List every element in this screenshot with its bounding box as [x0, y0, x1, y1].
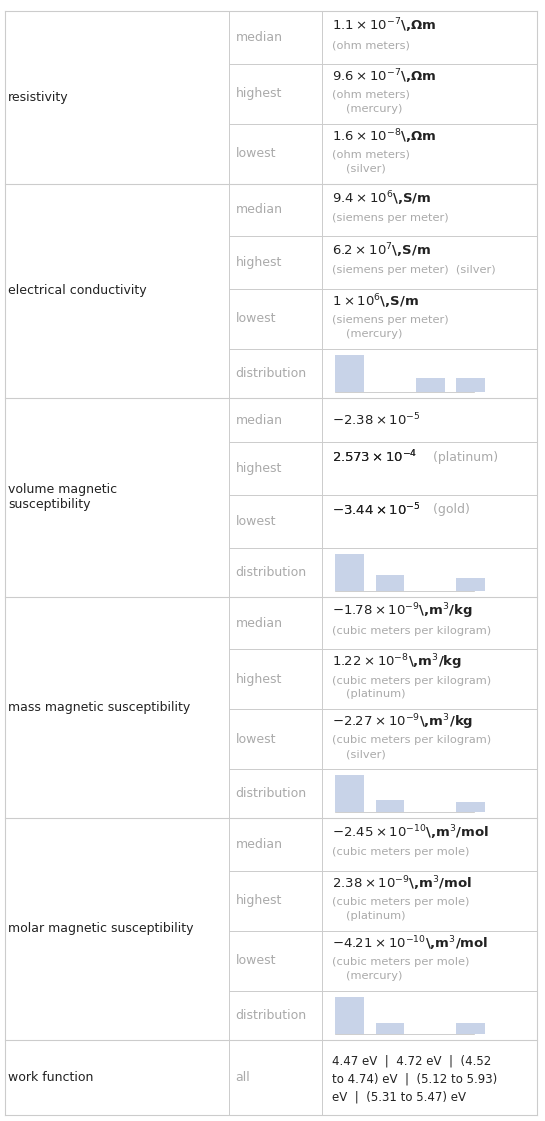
Text: $-2.45\times10^{-10}$\,m$^3$/mol: $-2.45\times10^{-10}$\,m$^3$/mol	[332, 824, 489, 842]
Text: (ohm meters): (ohm meters)	[332, 150, 410, 160]
Text: (siemens per meter): (siemens per meter)	[332, 315, 449, 325]
Text: median: median	[235, 617, 282, 630]
FancyBboxPatch shape	[376, 1022, 404, 1034]
Text: (siemens per meter): (siemens per meter)	[332, 213, 449, 223]
Text: $-1.78\times10^{-9}$\,m$^3$/kg: $-1.78\times10^{-9}$\,m$^3$/kg	[332, 602, 474, 621]
Text: all: all	[235, 1071, 250, 1084]
Text: $1\times10^{6}$\,S/m: $1\times10^{6}$\,S/m	[332, 293, 420, 312]
Text: molar magnetic susceptibility: molar magnetic susceptibility	[8, 923, 193, 935]
Text: $9.6\times10^{-7}$\,Ωm: $9.6\times10^{-7}$\,Ωm	[332, 67, 437, 86]
Text: $-2.38\times10^{-5}$: $-2.38\times10^{-5}$	[332, 411, 421, 428]
FancyBboxPatch shape	[376, 799, 404, 813]
Text: (platinum): (platinum)	[425, 451, 498, 464]
Text: (cubic meters per kilogram): (cubic meters per kilogram)	[332, 676, 492, 686]
FancyBboxPatch shape	[376, 575, 404, 591]
Text: $2.573\times10^{-4}$: $2.573\times10^{-4}$	[332, 448, 418, 465]
Text: (cubic meters per kilogram): (cubic meters per kilogram)	[332, 626, 492, 636]
Text: $-4.21\times10^{-10}$\,m$^3$/mol: $-4.21\times10^{-10}$\,m$^3$/mol	[332, 935, 489, 953]
Text: lowest: lowest	[235, 313, 276, 325]
Text: (ohm meters): (ohm meters)	[332, 40, 410, 50]
Text: lowest: lowest	[235, 733, 276, 745]
Text: (gold): (gold)	[425, 503, 470, 517]
Text: (cubic meters per mole): (cubic meters per mole)	[332, 957, 470, 967]
Text: (silver): (silver)	[346, 749, 386, 759]
Text: (mercury): (mercury)	[346, 971, 402, 981]
Text: $9.4\times10^{6}$\,S/m: $9.4\times10^{6}$\,S/m	[332, 189, 432, 207]
Text: highest: highest	[235, 87, 282, 100]
FancyBboxPatch shape	[456, 802, 485, 813]
Text: highest: highest	[235, 895, 282, 907]
Text: work function: work function	[8, 1071, 94, 1084]
Text: to 4.74) eV  |  (5.12 to 5.93): to 4.74) eV | (5.12 to 5.93)	[332, 1073, 498, 1086]
Text: distribution: distribution	[235, 566, 307, 578]
FancyBboxPatch shape	[335, 775, 364, 813]
Text: lowest: lowest	[235, 515, 276, 528]
FancyBboxPatch shape	[335, 554, 364, 591]
Text: $1.1\times10^{-7}$\,Ωm: $1.1\times10^{-7}$\,Ωm	[332, 17, 437, 35]
Text: electrical conductivity: electrical conductivity	[8, 285, 147, 297]
Text: distribution: distribution	[235, 787, 307, 800]
Text: resistivity: resistivity	[8, 91, 69, 104]
Text: (cubic meters per mole): (cubic meters per mole)	[332, 847, 470, 858]
Text: 4.47 eV  |  4.72 eV  |  (4.52: 4.47 eV | 4.72 eV | (4.52	[332, 1055, 492, 1068]
Text: distribution: distribution	[235, 1009, 307, 1021]
Text: (platinum): (platinum)	[346, 689, 405, 700]
Text: (cubic meters per kilogram): (cubic meters per kilogram)	[332, 735, 492, 745]
Text: highest: highest	[235, 462, 282, 475]
Text: (siemens per meter)  (silver): (siemens per meter) (silver)	[332, 266, 496, 276]
Text: median: median	[235, 839, 282, 851]
Text: (mercury): (mercury)	[346, 104, 402, 113]
Text: median: median	[235, 203, 282, 216]
FancyBboxPatch shape	[335, 354, 364, 392]
Text: highest: highest	[235, 256, 282, 269]
FancyBboxPatch shape	[416, 378, 445, 392]
Text: $-3.44\times10^{-5}$: $-3.44\times10^{-5}$	[332, 501, 421, 518]
Text: median: median	[235, 31, 282, 44]
Text: $6.2\times10^{7}$\,S/m: $6.2\times10^{7}$\,S/m	[332, 242, 431, 260]
FancyBboxPatch shape	[456, 378, 485, 392]
Text: $2.573\times10^{-4}$: $2.573\times10^{-4}$	[332, 448, 418, 465]
Text: lowest: lowest	[235, 954, 276, 967]
Text: $1.22\times10^{-8}$\,m$^3$/kg: $1.22\times10^{-8}$\,m$^3$/kg	[332, 652, 463, 673]
Text: (ohm meters): (ohm meters)	[332, 90, 410, 100]
Text: (cubic meters per mole): (cubic meters per mole)	[332, 897, 470, 907]
Text: $-2.27\times10^{-9}$\,m$^3$/kg: $-2.27\times10^{-9}$\,m$^3$/kg	[332, 713, 474, 732]
Text: median: median	[235, 414, 282, 427]
Text: volume magnetic
susceptibility: volume magnetic susceptibility	[8, 483, 117, 511]
FancyBboxPatch shape	[456, 1023, 485, 1034]
Text: $1.6\times10^{-8}$\,Ωm: $1.6\times10^{-8}$\,Ωm	[332, 128, 437, 146]
Text: $-3.44\times10^{-5}$: $-3.44\times10^{-5}$	[332, 501, 421, 518]
Text: highest: highest	[235, 673, 282, 686]
Text: (silver): (silver)	[346, 164, 386, 174]
Text: $2.38\times10^{-9}$\,m$^3$/mol: $2.38\times10^{-9}$\,m$^3$/mol	[332, 874, 473, 893]
Text: mass magnetic susceptibility: mass magnetic susceptibility	[8, 701, 190, 714]
Text: distribution: distribution	[235, 367, 307, 380]
Text: eV  |  (5.31 to 5.47) eV: eV | (5.31 to 5.47) eV	[332, 1091, 467, 1104]
Text: lowest: lowest	[235, 147, 276, 160]
FancyBboxPatch shape	[456, 577, 485, 591]
Text: (platinum): (platinum)	[346, 910, 405, 920]
FancyBboxPatch shape	[335, 997, 364, 1034]
Text: (mercury): (mercury)	[346, 328, 402, 339]
